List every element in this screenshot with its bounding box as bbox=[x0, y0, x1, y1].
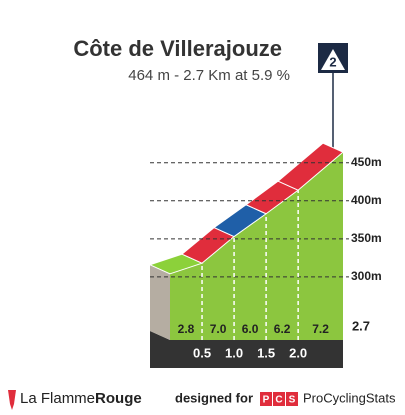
site-name: ProCyclingStats bbox=[303, 390, 396, 405]
base-band bbox=[150, 331, 343, 368]
gradient-segment bbox=[277, 142, 344, 191]
brand: La FlammeRouge bbox=[20, 390, 142, 407]
brand-accent: Rouge bbox=[95, 390, 142, 407]
category-label: 2 bbox=[329, 54, 336, 69]
x-tick-label: 0.5 bbox=[193, 345, 211, 360]
front-face bbox=[170, 152, 343, 340]
gradient-label: 6.0 bbox=[242, 322, 259, 336]
brand-text: La Flamme bbox=[20, 390, 95, 407]
x-tick-label: 1.5 bbox=[257, 345, 275, 360]
pcs-letter: C bbox=[275, 395, 282, 406]
designed-for: designed for bbox=[175, 390, 253, 405]
pcs-box bbox=[273, 392, 285, 406]
x-tick-label: 2.0 bbox=[289, 345, 307, 360]
pcs-letter: S bbox=[289, 395, 296, 406]
gradient-label: 7.2 bbox=[312, 322, 329, 336]
y-tick-label: 400m bbox=[351, 193, 382, 207]
pcs-box bbox=[286, 392, 298, 406]
x-tick-label: 2.7 bbox=[352, 318, 370, 333]
pcs-letter: P bbox=[263, 395, 270, 406]
y-tick-label: 450m bbox=[351, 155, 382, 169]
chart-title: Côte de Villerajouze bbox=[73, 36, 282, 61]
pcs-box bbox=[260, 392, 272, 406]
side-face bbox=[150, 264, 170, 340]
gradient-label: 6.2 bbox=[274, 322, 291, 336]
x-tick-label: 1.0 bbox=[225, 345, 243, 360]
plot: 2.8 7.0 6.0 6.2 7.2 300m 350m 400m 450m 0.5 1.0 1.5… bbox=[148, 142, 382, 368]
gradient-label: 7.0 bbox=[210, 322, 227, 336]
flame-icon bbox=[8, 390, 16, 410]
gradient-label: 2.8 bbox=[178, 322, 195, 336]
chart-subtitle: 464 m - 2.7 Km at 5.9 % bbox=[128, 67, 290, 84]
y-tick-label: 300m bbox=[351, 269, 382, 283]
y-tick-label: 350m bbox=[351, 231, 382, 245]
mountain-icon bbox=[321, 49, 345, 70]
